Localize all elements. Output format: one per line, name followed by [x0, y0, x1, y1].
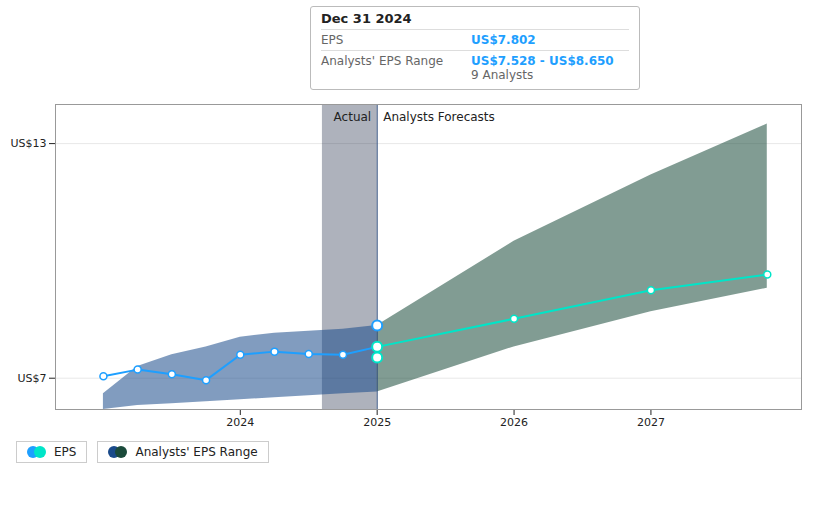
html-text:Analysts' EPS Range: Analysts' EPS Range: [135, 445, 258, 459]
svg-text:2024: 2024: [226, 416, 254, 429]
svg-text:Analysts Forecasts: Analysts Forecasts: [383, 110, 495, 124]
svg-text:2027: 2027: [637, 416, 665, 429]
svg-text:2026: 2026: [500, 416, 528, 429]
html-text:EPS: EPS: [54, 445, 77, 459]
html-text:9 Analysts: 9 Analysts: [471, 68, 534, 82]
svg-text:US$13: US$13: [10, 137, 46, 150]
svg-text:2025: 2025: [363, 416, 391, 429]
html-text:Dec 31 2024: Dec 31 2024: [321, 11, 412, 26]
svg-text:US$7: US$7: [17, 372, 46, 385]
html-text:Analysts' EPS Range: Analysts' EPS Range: [321, 54, 444, 68]
html-text:US$7.528 - US$8.650: US$7.528 - US$8.650: [471, 54, 614, 68]
svg-text:Actual: Actual: [334, 110, 372, 124]
html-text:EPS: EPS: [321, 33, 344, 47]
html-text:US$7.802: US$7.802: [471, 33, 536, 47]
